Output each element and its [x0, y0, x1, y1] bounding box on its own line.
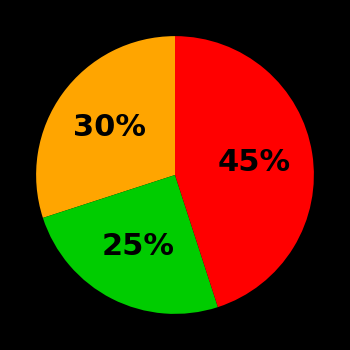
Text: 25%: 25%	[102, 232, 175, 261]
Wedge shape	[43, 175, 218, 314]
Text: 30%: 30%	[74, 113, 146, 142]
Wedge shape	[36, 36, 175, 218]
Wedge shape	[175, 36, 314, 307]
Text: 45%: 45%	[218, 148, 291, 177]
